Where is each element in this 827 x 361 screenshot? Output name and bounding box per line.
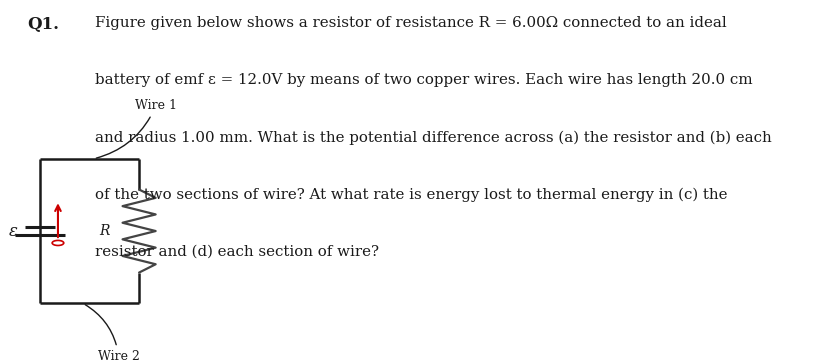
Text: Q1.: Q1. (27, 16, 60, 33)
Text: Wire 2: Wire 2 (85, 305, 140, 361)
Text: and radius 1.00 mm. What is the potential difference across (a) the resistor and: and radius 1.00 mm. What is the potentia… (95, 130, 771, 145)
Text: Figure given below shows a resistor of resistance R = 6.00Ω connected to an idea: Figure given below shows a resistor of r… (95, 16, 726, 30)
Text: battery of emf ε = 12.0V by means of two copper wires. Each wire has length 20.0: battery of emf ε = 12.0V by means of two… (95, 73, 752, 87)
Text: Wire 1: Wire 1 (96, 99, 177, 158)
Text: of the two sections of wire? At what rate is energy lost to thermal energy in (c: of the two sections of wire? At what rat… (95, 187, 727, 202)
Text: resistor and (d) each section of wire?: resistor and (d) each section of wire? (95, 244, 379, 258)
Text: ε: ε (9, 222, 17, 240)
Text: R: R (99, 224, 109, 238)
